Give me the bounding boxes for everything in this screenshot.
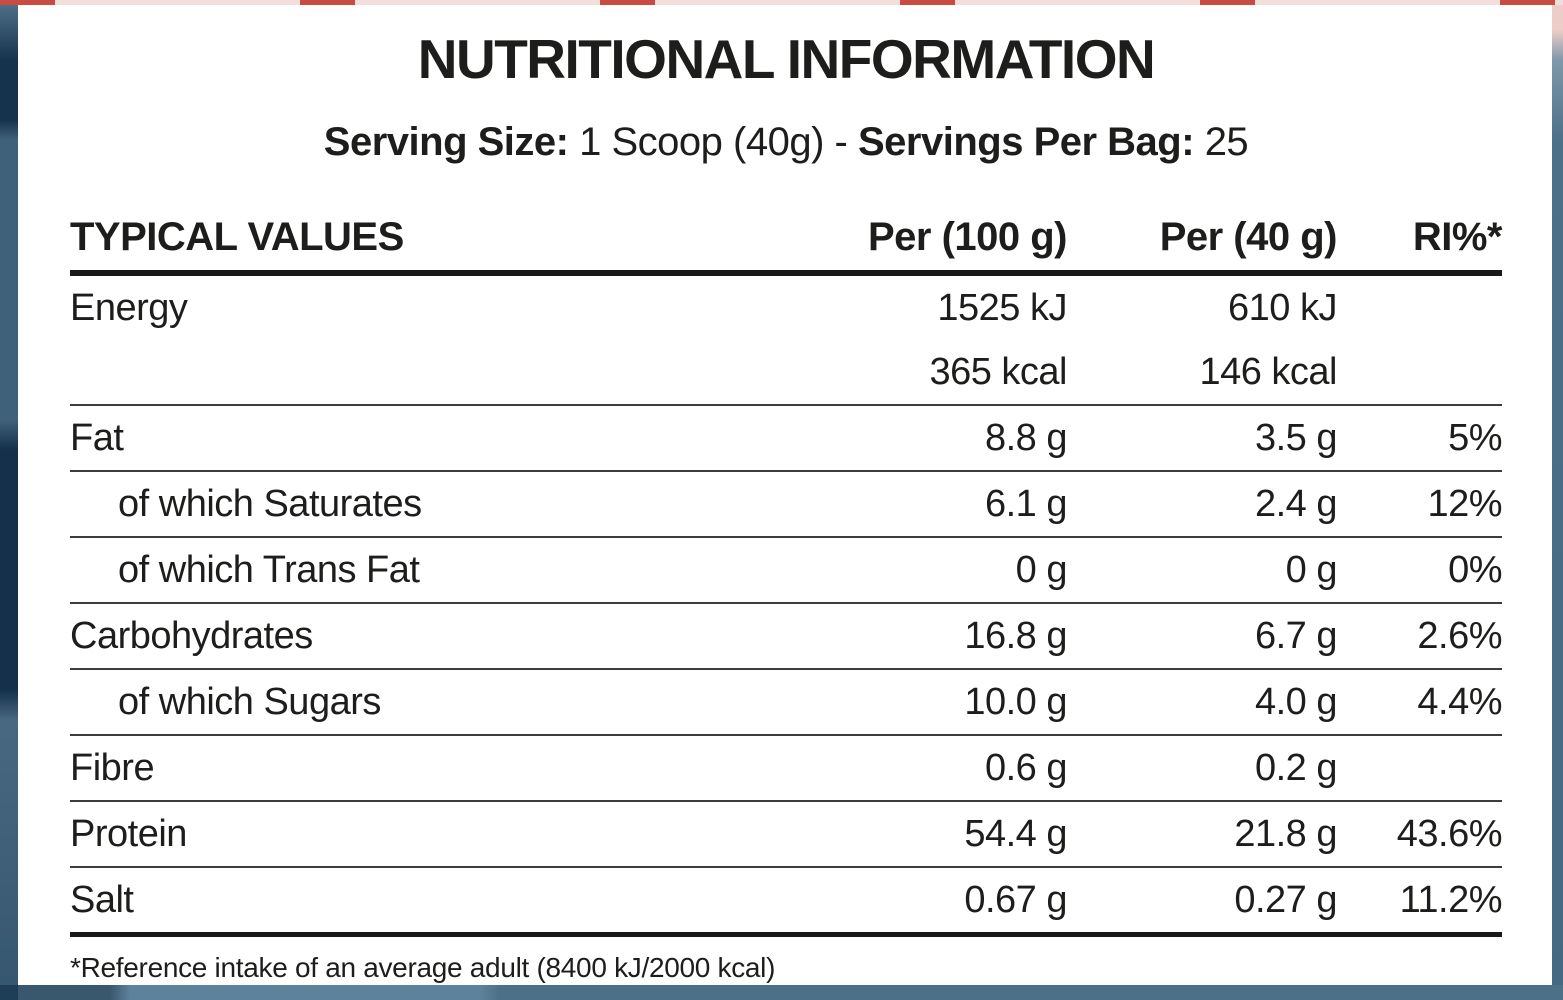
ri-value: 11.2%: [1399, 878, 1503, 921]
per40-value: 146 kcal: [1199, 350, 1337, 393]
per100-value: 10.0 g: [964, 680, 1067, 723]
table-row: Fat 8.8 g 3.5 g 5%: [70, 404, 1503, 470]
per40-value: 610 kJ: [1228, 286, 1337, 329]
per100-value: 6.1 g: [984, 482, 1068, 525]
right-edge-decoration: [1552, 0, 1563, 1000]
per100-value: 365 kcal: [929, 350, 1067, 393]
servings-per-bag-value: 25: [1204, 120, 1249, 164]
servings-per-bag-label: Servings Per Bag:: [857, 120, 1195, 164]
header-ri-percent: RI%*: [1412, 215, 1503, 259]
row-label: of which Sugars: [118, 680, 381, 723]
serving-separator: -: [834, 120, 848, 164]
table-body: Energy 1525 kJ 610 kJ 365 kcal 146 kcal Fat 8.…: [70, 276, 1503, 937]
table-row: Carbohydrates 16.8 g 6.7 g 2.6%: [70, 602, 1503, 668]
header-per-40g: Per (40 g): [1159, 215, 1338, 259]
table-row: of which Trans Fat 0 g 0 g 0%: [70, 536, 1503, 602]
left-edge-decoration: [0, 0, 18, 1000]
serving-size-label: Serving Size:: [323, 120, 569, 164]
page-title: NUTRITIONAL INFORMATION: [417, 28, 1156, 90]
serving-info-line: Serving Size: 1 Scoop (40g) - Servings P…: [70, 118, 1502, 166]
row-label: of which Trans Fat: [118, 548, 420, 591]
row-label: Protein: [70, 812, 187, 855]
per40-value: 4.0 g: [1254, 680, 1338, 723]
per40-value: 0.2 g: [1254, 746, 1338, 789]
per100-value: 0.6 g: [984, 746, 1068, 789]
reference-intake-footnote: *Reference intake of an average adult (8…: [70, 952, 776, 983]
ri-value: 5%: [1448, 416, 1502, 459]
per40-value: 3.5 g: [1254, 416, 1338, 459]
per40-value: 21.8 g: [1234, 812, 1337, 855]
table-header-row: TYPICAL VALUES Per (100 g) Per (40 g) RI…: [70, 186, 1503, 276]
row-label: Fat: [70, 416, 124, 459]
per100-value: 54.4 g: [964, 812, 1067, 855]
per40-value: 2.4 g: [1254, 482, 1338, 525]
per40-value: 0.27 g: [1234, 878, 1337, 921]
header-typical-values: TYPICAL VALUES: [70, 215, 404, 259]
per100-value: 1525 kJ: [937, 286, 1067, 329]
row-label: of which Saturates: [118, 482, 422, 525]
table-row: 365 kcal 146 kcal: [70, 340, 1502, 404]
per40-value: 0 g: [1285, 548, 1338, 591]
ri-value: 12%: [1427, 482, 1502, 525]
ri-value: 2.6%: [1417, 614, 1502, 657]
table-row: Protein 54.4 g 21.8 g 43.6%: [70, 800, 1503, 866]
table-row: Fibre 0.6 g 0.2 g: [70, 734, 1502, 800]
ri-value: 43.6%: [1396, 812, 1503, 855]
serving-size-value: 1 Scoop (40g): [579, 120, 824, 164]
row-label: Salt: [70, 878, 134, 921]
header-per-100g: Per (100 g): [867, 215, 1068, 259]
bottom-edge-decoration: [0, 985, 1563, 1000]
table-row: of which Saturates 6.1 g 2.4 g 12%: [70, 470, 1503, 536]
per100-value: 16.8 g: [964, 614, 1067, 657]
per100-value: 0.67 g: [964, 878, 1067, 921]
ri-value: 4.4%: [1417, 680, 1502, 723]
row-label: Fibre: [70, 746, 155, 789]
row-label: Energy: [70, 286, 188, 329]
top-edge-decoration: [0, 0, 1563, 5]
label-content: NUTRITIONAL INFORMATION Serving Size: 1 …: [70, 0, 1503, 985]
per40-value: 6.7 g: [1254, 614, 1338, 657]
per100-value: 8.8 g: [984, 416, 1068, 459]
table-row: of which Sugars 10.0 g 4.0 g 4.4%: [70, 668, 1503, 734]
nutrition-table: TYPICAL VALUES Per (100 g) Per (40 g) RI…: [70, 186, 1503, 937]
table-row: Energy 1525 kJ 610 kJ: [70, 276, 1502, 340]
per100-value: 0 g: [1015, 548, 1068, 591]
row-label: Carbohydrates: [70, 614, 313, 657]
table-row: Salt 0.67 g 0.27 g 11.2%: [70, 866, 1503, 932]
ri-value: 0%: [1448, 548, 1502, 591]
